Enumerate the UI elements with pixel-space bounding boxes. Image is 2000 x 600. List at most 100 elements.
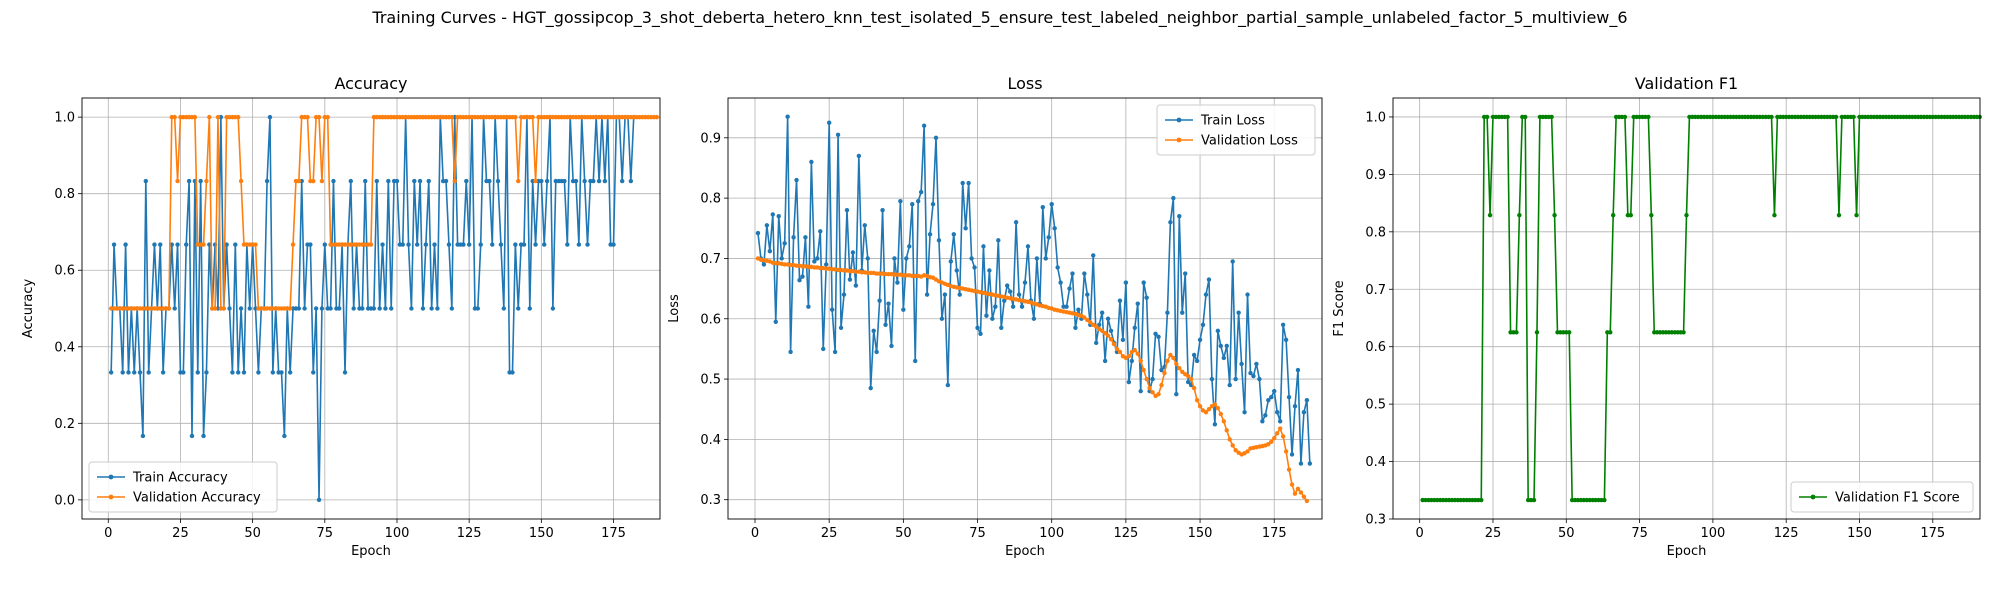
data-point [383,306,388,311]
data-point [1272,435,1277,441]
data-point [1266,397,1271,403]
data-point [1534,330,1540,335]
y-axis-label: F1 Score [1332,280,1347,336]
y-tick-label: 1.0 [54,111,75,126]
data-point [1049,201,1054,207]
data-point [611,242,616,247]
data-point [319,306,325,311]
data-point [1162,370,1167,376]
data-point [1147,385,1152,391]
data-point [1191,385,1197,391]
legend-marker [1176,117,1182,123]
data-point [892,256,897,261]
data-point [487,178,492,184]
data-point [296,306,302,311]
data-point [146,370,151,375]
chart-title: Validation F1 [1635,74,1738,93]
data-point [1007,289,1013,294]
data-point [871,328,876,334]
data-point [1221,355,1226,361]
data-point [409,306,414,311]
data-point [915,198,921,204]
data-point [204,370,209,375]
data-point [1292,491,1298,496]
data-point [782,241,787,246]
data-point [767,249,773,254]
x-axis-label: Epoch [1005,544,1045,559]
data-point [267,114,273,120]
data-point [464,178,469,184]
data-point [1263,413,1268,418]
y-tick-label: 0.0 [54,493,75,508]
data-point [1126,379,1132,385]
data-point [449,114,455,120]
data-point [791,235,796,240]
data-point [951,232,956,237]
data-point [1307,461,1313,466]
data-point [1138,358,1143,364]
data-point [1251,373,1256,379]
data-point [331,178,336,184]
data-point [227,306,232,311]
data-point [927,232,933,237]
y-axis-label: Accuracy [21,279,36,339]
x-axis-label: Epoch [351,544,391,559]
data-point [207,114,212,120]
data-point [901,307,906,312]
data-point [815,256,820,261]
data-point [1549,114,1554,120]
data-point [120,370,125,375]
data-point [1102,358,1108,364]
data-point [1114,346,1120,352]
data-point [238,178,244,184]
data-point [1628,212,1633,218]
data-point [1301,494,1307,499]
data-point [877,298,882,303]
data-point [311,370,316,375]
data-point [143,178,149,184]
data-point [883,322,888,327]
x-tick-label: 0 [104,526,112,541]
data-point [1108,337,1114,342]
data-point [305,114,310,120]
data-point [1070,271,1075,276]
data-point [1227,382,1232,388]
data-point [1269,394,1274,400]
x-tick-label: 125 [1774,526,1799,541]
data-point [1076,307,1081,312]
data-point [981,244,986,249]
data-point [516,306,521,311]
data-point [1117,349,1123,355]
data-point [1292,404,1298,409]
data-point [1301,410,1307,415]
data-point [1646,114,1651,120]
data-point [993,304,998,309]
data-point [394,178,400,184]
x-tick-label: 175 [1262,526,1287,541]
y-tick-label: 0.4 [700,433,721,448]
data-point [466,242,472,247]
data-point [886,301,891,306]
data-point [602,178,608,184]
data-point [513,242,518,247]
data-point [1040,204,1046,210]
data-point [963,226,968,231]
data-point [1153,331,1158,337]
data-point [1260,419,1265,424]
data-point [797,277,802,283]
data-point [1479,497,1484,503]
axes-frame [1392,97,1981,520]
data-point [1286,467,1292,472]
data-point [256,370,261,375]
data-point [435,306,440,311]
axes-frame [81,97,661,520]
data-point [386,178,391,184]
data-point [1156,391,1161,397]
data-point [316,114,322,120]
data-point [140,433,146,439]
data-point [1102,331,1108,336]
x-tick-label: 150 [1188,526,1213,541]
data-point [1218,411,1224,417]
data-point [829,307,835,312]
data-point [1194,397,1200,403]
